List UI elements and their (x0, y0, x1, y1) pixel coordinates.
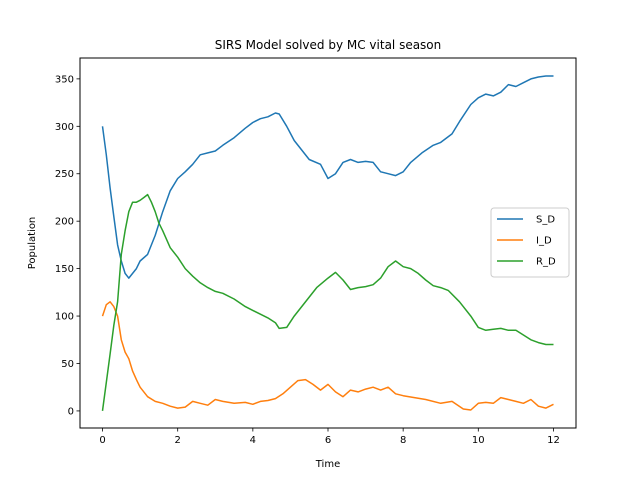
y-axis-label: Population (27, 217, 38, 270)
x-tick-label: 4 (250, 435, 256, 446)
x-tick-label: 2 (175, 435, 181, 446)
series-line-s_d (101, 75, 554, 279)
plot-frame (79, 57, 577, 429)
y-tick-label: 100 (55, 312, 74, 323)
x-tick-label: 6 (325, 435, 331, 446)
legend: S_D I_D R_D (490, 207, 570, 278)
y-tick-label: 250 (55, 169, 74, 180)
ticks-layer: 0 2 4 6 8 10 12 0 50 100 150 200 250 300 350 (55, 74, 560, 446)
series-line-i_d (101, 301, 554, 411)
series-line-r_d (101, 193, 554, 411)
x-tick-label: 10 (472, 435, 485, 446)
legend-label-r_d: R_D (536, 257, 556, 268)
legend-label-i_d: I_D (536, 236, 552, 247)
x-tick-label: 0 (99, 435, 105, 446)
chart-title: SIRS Model solved by MC vital season (215, 38, 442, 52)
x-tick-label: 8 (400, 435, 406, 446)
y-tick-label: 350 (55, 74, 74, 85)
series-layer (101, 75, 554, 411)
x-axis-label: Time (315, 459, 340, 470)
x-tick-label: 12 (547, 435, 560, 446)
legend-box (490, 207, 570, 278)
y-tick-label: 150 (55, 264, 74, 275)
y-tick-label: 50 (61, 359, 74, 370)
y-tick-label: 200 (55, 217, 74, 228)
legend-label-s_d: S_D (536, 215, 555, 226)
y-tick-label: 300 (55, 122, 74, 133)
y-tick-label: 0 (68, 406, 74, 417)
